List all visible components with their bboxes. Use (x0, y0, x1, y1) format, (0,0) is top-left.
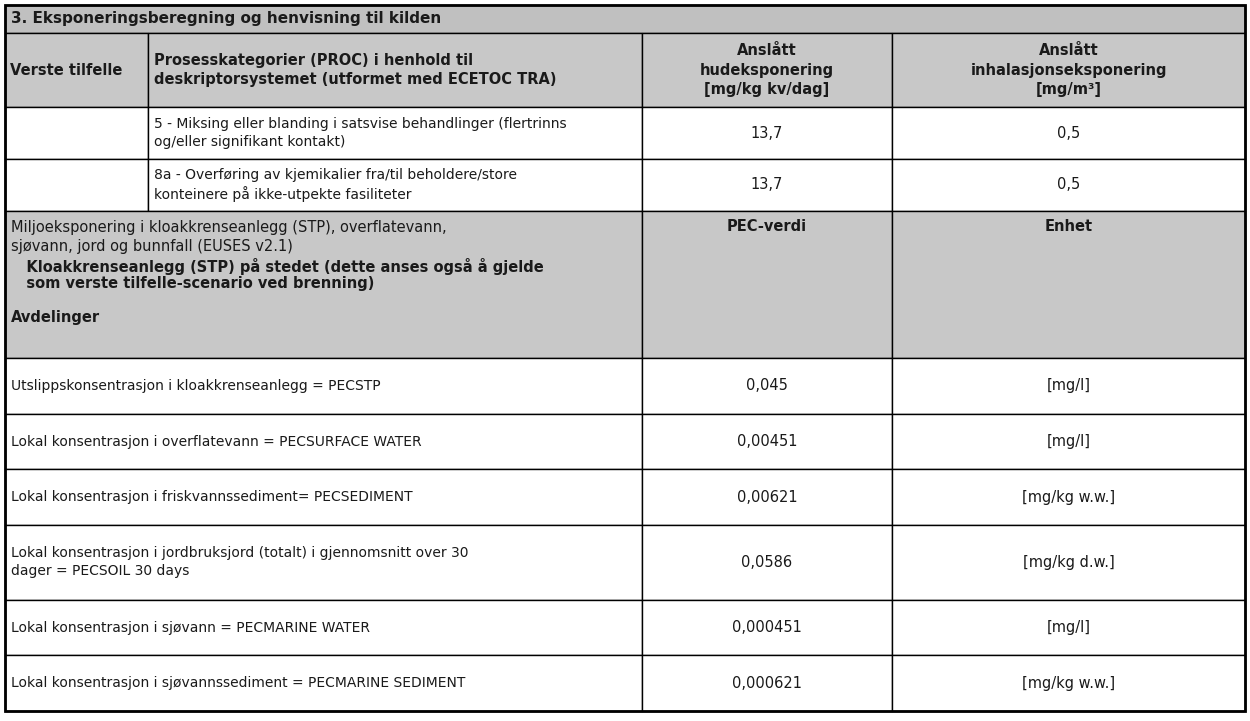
Bar (148, 159, 642, 211)
Bar (642, 600, 892, 655)
Text: Lokal konsentrasjon i jordbruksjord (totalt) i gjennomsnitt over 30
dager = PECS: Lokal konsentrasjon i jordbruksjord (tot… (11, 547, 469, 578)
Bar (5, 107, 148, 159)
Text: Lokal konsentrasjon i overflatevann = PECSURFACE WATER: Lokal konsentrasjon i overflatevann = PE… (11, 435, 421, 448)
Bar (642, 655, 892, 711)
Bar (892, 414, 1245, 469)
Bar (642, 159, 892, 211)
Text: 0,5: 0,5 (1058, 125, 1080, 141)
Bar (642, 469, 892, 525)
Text: 13,7: 13,7 (751, 177, 784, 193)
Text: Lokal konsentrasjon i sjøvannssediment = PECMARINE SEDIMENT: Lokal konsentrasjon i sjøvannssediment =… (11, 676, 465, 690)
Text: Avdelinger: Avdelinger (11, 311, 100, 325)
Bar (5, 414, 642, 469)
Text: 0,0586: 0,0586 (741, 555, 792, 570)
Bar (5, 655, 642, 711)
Text: sjøvann, jord og bunnfall (EUSES v2.1): sjøvann, jord og bunnfall (EUSES v2.1) (11, 239, 292, 254)
Bar (642, 414, 892, 469)
Text: Lokal konsentrasjon i sjøvann = PECMARINE WATER: Lokal konsentrasjon i sjøvann = PECMARIN… (11, 621, 370, 634)
Text: 0,00621: 0,00621 (736, 490, 798, 505)
Text: [mg/kg w.w.]: [mg/kg w.w.] (1022, 676, 1115, 691)
Bar (642, 211, 892, 358)
Bar (5, 5, 1245, 33)
Text: som verste tilfelle-scenario ved brenning): som verste tilfelle-scenario ved brennin… (11, 276, 375, 291)
Bar (892, 33, 1245, 107)
Text: [mg/l]: [mg/l] (1046, 620, 1090, 635)
Bar (892, 469, 1245, 525)
Bar (892, 655, 1245, 711)
Bar (892, 107, 1245, 159)
Bar (5, 469, 642, 525)
Bar (5, 525, 642, 600)
Text: 0,00451: 0,00451 (736, 434, 798, 449)
Text: Enhet: Enhet (1045, 219, 1092, 234)
Text: 3. Eksponeringsberegning og henvisning til kilden: 3. Eksponeringsberegning og henvisning t… (11, 12, 441, 27)
Text: [mg/l]: [mg/l] (1046, 434, 1090, 449)
Text: Miljoeksponering i kloakkrenseanlegg (STP), overflatevann,: Miljoeksponering i kloakkrenseanlegg (ST… (11, 220, 446, 235)
Bar (892, 159, 1245, 211)
Bar (642, 525, 892, 600)
Bar (892, 211, 1245, 358)
Text: Utslippskonsentrasjon i kloakkrenseanlegg = PECSTP: Utslippskonsentrasjon i kloakkrenseanleg… (11, 379, 380, 393)
Text: 0,000451: 0,000451 (732, 620, 802, 635)
Bar (642, 33, 892, 107)
Bar (148, 107, 642, 159)
Text: 0,5: 0,5 (1058, 177, 1080, 193)
Text: [mg/l]: [mg/l] (1046, 379, 1090, 394)
Text: PEC-verdi: PEC-verdi (728, 219, 808, 234)
Text: Verste tilfelle: Verste tilfelle (10, 63, 122, 78)
Text: Kloakkrenseanlegg (STP) på stedet (dette anses også å gjelde: Kloakkrenseanlegg (STP) på stedet (dette… (11, 257, 544, 275)
Bar (642, 107, 892, 159)
Bar (892, 358, 1245, 414)
Bar (5, 211, 642, 358)
Text: Anslått
inhalasjonseksponering
[mg/m³]: Anslått inhalasjonseksponering [mg/m³] (970, 43, 1166, 97)
Bar (892, 525, 1245, 600)
Text: 0,000621: 0,000621 (732, 676, 802, 691)
Text: 8a - Overføring av kjemikalier fra/til beholdere/store
konteinere på ikke-utpekt: 8a - Overføring av kjemikalier fra/til b… (154, 168, 518, 202)
Bar (5, 358, 642, 414)
Text: Anslått
hudeksponering
[mg/kg kv/dag]: Anslått hudeksponering [mg/kg kv/dag] (700, 43, 834, 97)
Text: Prosesskategorier (PROC) i henhold til
deskriptorsystemet (utformet med ECETOC T: Prosesskategorier (PROC) i henhold til d… (154, 53, 556, 87)
Bar (5, 159, 148, 211)
Text: [mg/kg d.w.]: [mg/kg d.w.] (1022, 555, 1115, 570)
Text: Lokal konsentrasjon i friskvannssediment= PECSEDIMENT: Lokal konsentrasjon i friskvannssediment… (11, 490, 412, 504)
Text: 0,045: 0,045 (746, 379, 788, 394)
Bar (148, 33, 642, 107)
Text: [mg/kg w.w.]: [mg/kg w.w.] (1022, 490, 1115, 505)
Bar (5, 33, 148, 107)
Text: 13,7: 13,7 (751, 125, 784, 141)
Bar (642, 358, 892, 414)
Bar (892, 600, 1245, 655)
Text: 5 - Miksing eller blanding i satsvise behandlinger (flertrinns
og/eller signifik: 5 - Miksing eller blanding i satsvise be… (154, 118, 566, 149)
Bar (5, 600, 642, 655)
